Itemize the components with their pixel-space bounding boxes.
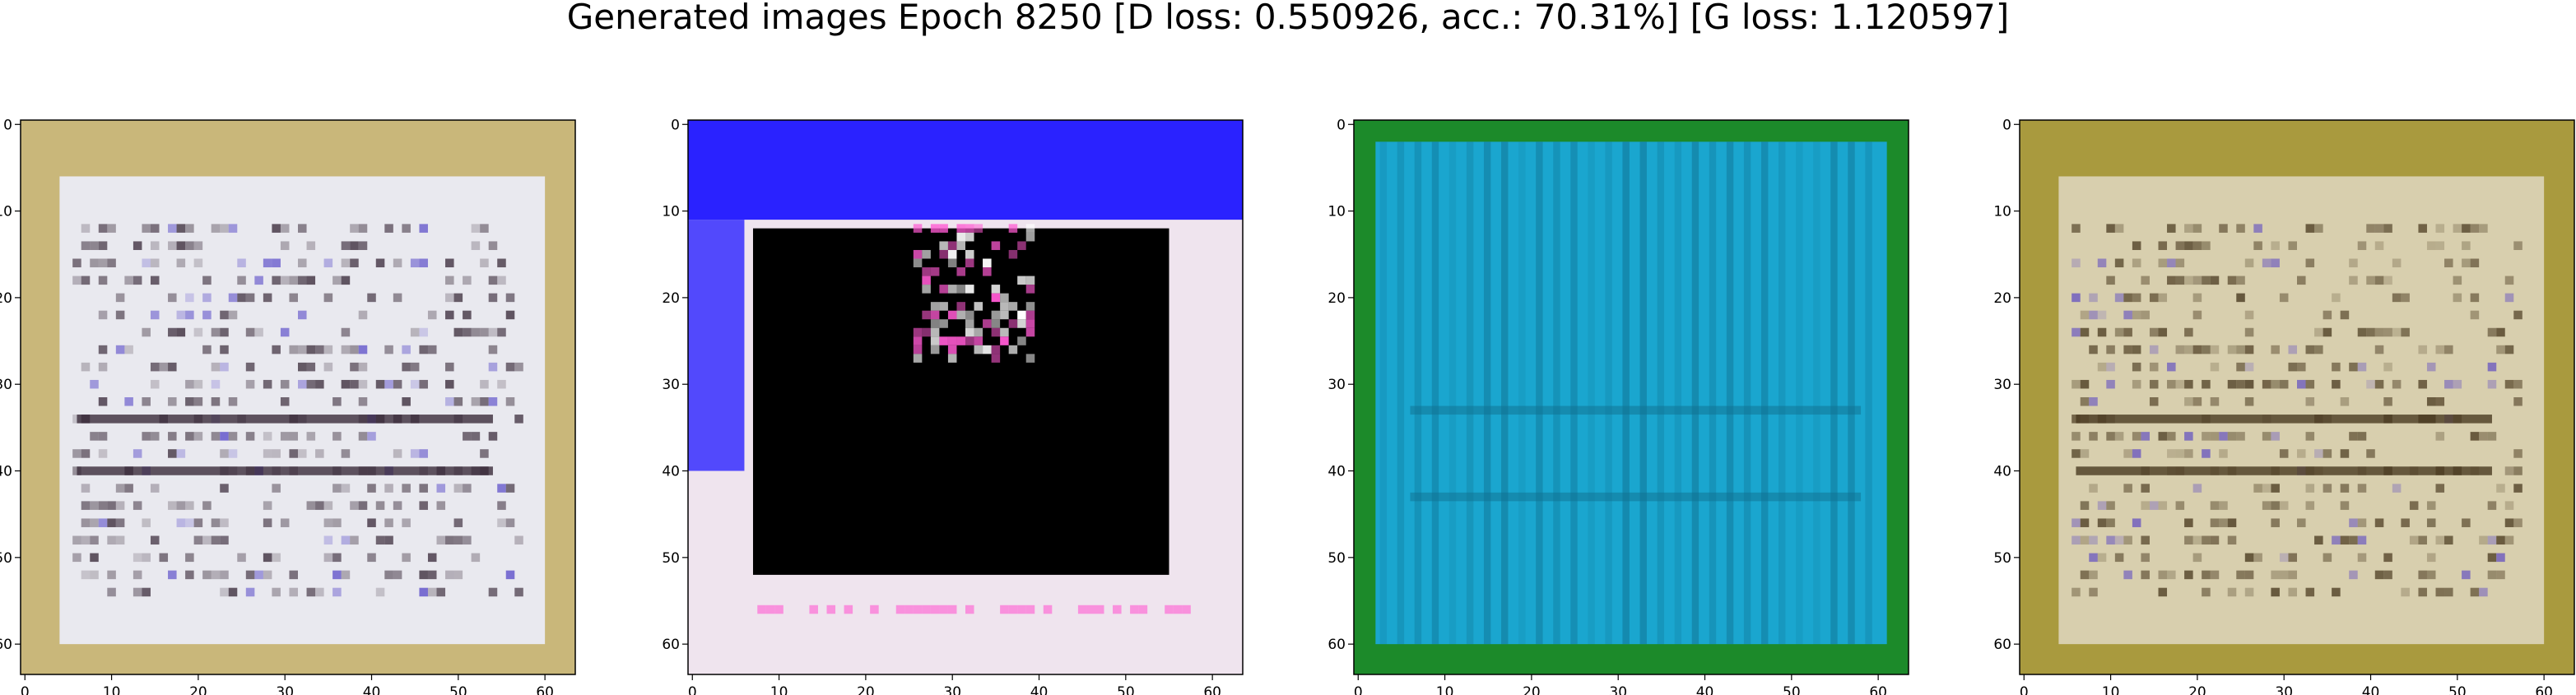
y-tick-label: 20	[662, 290, 680, 307]
x-tick-label: 30	[943, 684, 961, 695]
x-tick-label: 50	[2448, 684, 2467, 695]
x-tick-label: 0	[21, 684, 30, 695]
y-tick-label: 0	[2002, 117, 2011, 133]
y-tick-label: 30	[662, 377, 680, 393]
x-tick-label: 40	[363, 684, 381, 695]
y-tick-label: 60	[1328, 637, 1346, 653]
generated-image-3	[1354, 120, 1909, 674]
x-tick-label: 60	[536, 684, 554, 695]
x-tick-label: 0	[1354, 684, 1363, 695]
generated-image-2	[688, 120, 1243, 674]
x-tick-label: 50	[1117, 684, 1135, 695]
y-tick-label: 50	[1993, 550, 2011, 567]
y-tick-label: 10	[0, 204, 12, 220]
y-tick-label: 10	[662, 204, 680, 220]
y-tick-label: 50	[662, 550, 680, 567]
x-tick-label: 0	[2020, 684, 2029, 695]
y-tick-label: 40	[662, 464, 680, 480]
x-tick-label: 10	[2102, 684, 2120, 695]
axes-frame	[20, 119, 576, 675]
figure-title: Generated images Epoch 8250 [D loss: 0.5…	[566, 0, 2010, 37]
y-tick-label: 60	[0, 637, 12, 653]
axes-frame	[687, 119, 1244, 675]
y-tick-label: 10	[1328, 204, 1346, 220]
x-tick-label: 60	[2535, 684, 2553, 695]
x-tick-label: 50	[449, 684, 467, 695]
y-tick-label: 0	[671, 117, 680, 133]
x-tick-label: 10	[1436, 684, 1454, 695]
x-tick-label: 30	[276, 684, 294, 695]
x-tick-label: 30	[2275, 684, 2293, 695]
subplot-4: 0 10 20 30 40 50 60 0 10 20 30 40 50 60	[1993, 117, 2575, 695]
y-tick-label: 60	[662, 637, 680, 653]
subplot-1: 0 10 20 30 40 50 60 0 10 20 30 40 50 60	[0, 117, 576, 695]
y-tick-label: 30	[0, 377, 12, 393]
y-tick-label: 20	[1993, 290, 2011, 307]
y-tick-label: 50	[1328, 550, 1346, 567]
y-tick-label: 60	[1993, 637, 2011, 653]
y-tick-label: 50	[0, 550, 12, 567]
x-tick-label: 10	[103, 684, 121, 695]
generated-image-1	[21, 120, 575, 674]
x-tick-label: 40	[1696, 684, 1714, 695]
x-tick-label: 40	[2362, 684, 2380, 695]
x-tick-label: 0	[688, 684, 697, 695]
y-tick-label: 40	[1328, 464, 1346, 480]
y-tick-label: 10	[1993, 204, 2011, 220]
y-tick-label: 0	[1337, 117, 1346, 133]
generated-image-4	[2020, 120, 2574, 674]
x-tick-label: 10	[770, 684, 788, 695]
x-tick-label: 50	[1783, 684, 1801, 695]
x-tick-label: 60	[1869, 684, 1887, 695]
y-tick-label: 20	[1328, 290, 1346, 307]
axes-frame	[1353, 119, 1909, 675]
x-tick-label: 20	[1523, 684, 1541, 695]
x-tick-label: 20	[857, 684, 875, 695]
x-tick-label: 20	[189, 684, 207, 695]
y-tick-label: 30	[1328, 377, 1346, 393]
x-tick-label: 60	[1203, 684, 1221, 695]
x-tick-label: 20	[2188, 684, 2206, 695]
y-tick-label: 0	[3, 117, 12, 133]
x-tick-label: 40	[1030, 684, 1049, 695]
y-tick-label: 30	[1993, 377, 2011, 393]
subplot-3: 0 10 20 30 40 50 60 0 10 20 30 40 50 60	[1328, 117, 1909, 695]
x-tick-label: 30	[1609, 684, 1627, 695]
subplot-2: 0 10 20 30 40 50 60 0 10 20 30 40 50 60	[662, 117, 1244, 695]
y-tick-label: 40	[0, 464, 12, 480]
axes-frame	[2019, 119, 2575, 675]
y-tick-label: 40	[1993, 464, 2011, 480]
y-tick-label: 20	[0, 290, 12, 307]
